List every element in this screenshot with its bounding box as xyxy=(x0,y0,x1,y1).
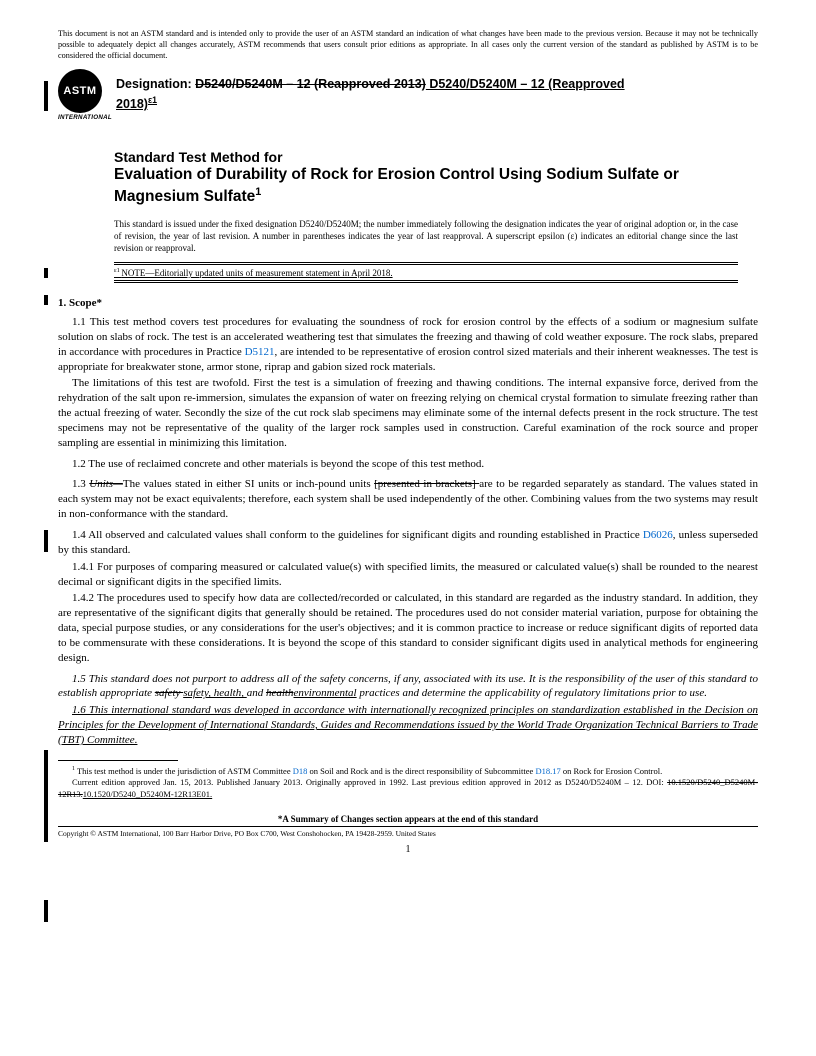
eps-note-text: NOTE—Editorially updated units of measur… xyxy=(121,268,392,278)
designation-new-line2: 2018) xyxy=(116,97,148,111)
astm-logo-circle: ASTM xyxy=(58,69,102,113)
para-1-2: 1.2 The use of reclaimed concrete and ot… xyxy=(58,457,758,472)
designation-new: D5240/D5240M – 12 (Reapproved xyxy=(426,77,625,91)
astm-logo-subtext: INTERNATIONAL xyxy=(58,114,106,121)
para-1-6: 1.6 This international standard was deve… xyxy=(58,703,758,748)
p15-strike1: safety xyxy=(155,687,183,699)
p14a: 1.4 All observed and calculated values s… xyxy=(72,529,643,541)
title-main-text: Evaluation of Durability of Rock for Ero… xyxy=(114,166,679,205)
p13a: 1.3 xyxy=(72,478,89,490)
link-d5121[interactable]: D5121 xyxy=(245,346,275,358)
change-bar xyxy=(44,530,48,552)
footnote-rule xyxy=(58,760,178,761)
p15-ins2: environmental xyxy=(293,687,356,699)
designation-label: Designation: xyxy=(116,77,195,91)
change-bar xyxy=(44,268,48,278)
para-1-4: 1.4 All observed and calculated values s… xyxy=(58,528,758,558)
change-bar xyxy=(44,750,48,842)
fn1b: on Soil and Rock and is the direct respo… xyxy=(307,766,535,776)
copyright-text: Copyright © ASTM International, 100 Barr… xyxy=(58,829,758,838)
astm-logo: ASTM INTERNATIONAL xyxy=(58,69,106,121)
fn1c: on Rock for Erosion Control. xyxy=(561,766,663,776)
p15b: and xyxy=(247,687,266,699)
designation-epsilon: ε1 xyxy=(148,95,157,105)
change-bar xyxy=(44,81,48,111)
fn2-ins: 10.1520/D5240_D5240M-12R13E01. xyxy=(83,789,212,799)
para-1-4-1: 1.4.1 For purposes of comparing measured… xyxy=(58,560,758,590)
link-d18[interactable]: D18 xyxy=(293,766,308,776)
title-prefix: Standard Test Method for xyxy=(114,149,758,165)
designation-line: Designation: D5240/D5240M – 12 (Reapprov… xyxy=(116,69,625,114)
p13-strike1: Units— xyxy=(89,478,123,490)
para-limitations: The limitations of this test are twofold… xyxy=(58,376,758,450)
para-1-1: 1.1 This test method covers test procedu… xyxy=(58,315,758,374)
fn2a: Current edition approved Jan. 15, 2013. … xyxy=(72,777,667,787)
page-number: 1 xyxy=(58,844,758,855)
title-block: Standard Test Method for Evaluation of D… xyxy=(114,149,758,207)
change-bar xyxy=(44,295,48,305)
para-1-5: 1.5 This standard does not purport to ad… xyxy=(58,672,758,702)
title-superscript: 1 xyxy=(255,186,261,198)
change-bar xyxy=(44,900,48,922)
p13b: The values stated in either SI units or … xyxy=(123,478,374,490)
issued-note: This standard is issued under the fixed … xyxy=(114,218,738,254)
scope-heading: 1. Scope* xyxy=(58,297,758,309)
para-1-3: 1.3 Units—The values stated in either SI… xyxy=(58,477,758,522)
copyright-rule xyxy=(58,826,758,827)
title-main: Evaluation of Durability of Rock for Ero… xyxy=(114,165,758,207)
eps-note-prefix: ε1 NOTE—Editorially updated units of mea… xyxy=(114,268,393,278)
p15c: practices and determine the applicabilit… xyxy=(357,687,707,699)
p15-ins1: safety, health, xyxy=(183,687,247,699)
footnote-2: Current edition approved Jan. 15, 2013. … xyxy=(58,777,758,800)
fn1a: This test method is under the jurisdicti… xyxy=(75,766,293,776)
link-d6026[interactable]: D6026 xyxy=(643,529,673,541)
para-1-4-2: 1.4.2 The procedures used to specify how… xyxy=(58,591,758,665)
epsilon-note: ε1 NOTE—Editorially updated units of mea… xyxy=(114,262,738,283)
p13-strike2: [presented in brackets] xyxy=(374,478,479,490)
disclaimer-text: This document is not an ASTM standard an… xyxy=(58,28,758,61)
designation-old: D5240/D5240M – 12 (Reapproved 2013) xyxy=(195,77,426,91)
footnote-1: 1 This test method is under the jurisdic… xyxy=(58,765,758,777)
summary-of-changes-note: *A Summary of Changes section appears at… xyxy=(58,814,758,824)
p15-strike2: health xyxy=(266,687,294,699)
link-d18-17[interactable]: D18.17 xyxy=(535,766,560,776)
header-row: ASTM INTERNATIONAL Designation: D5240/D5… xyxy=(58,69,758,121)
